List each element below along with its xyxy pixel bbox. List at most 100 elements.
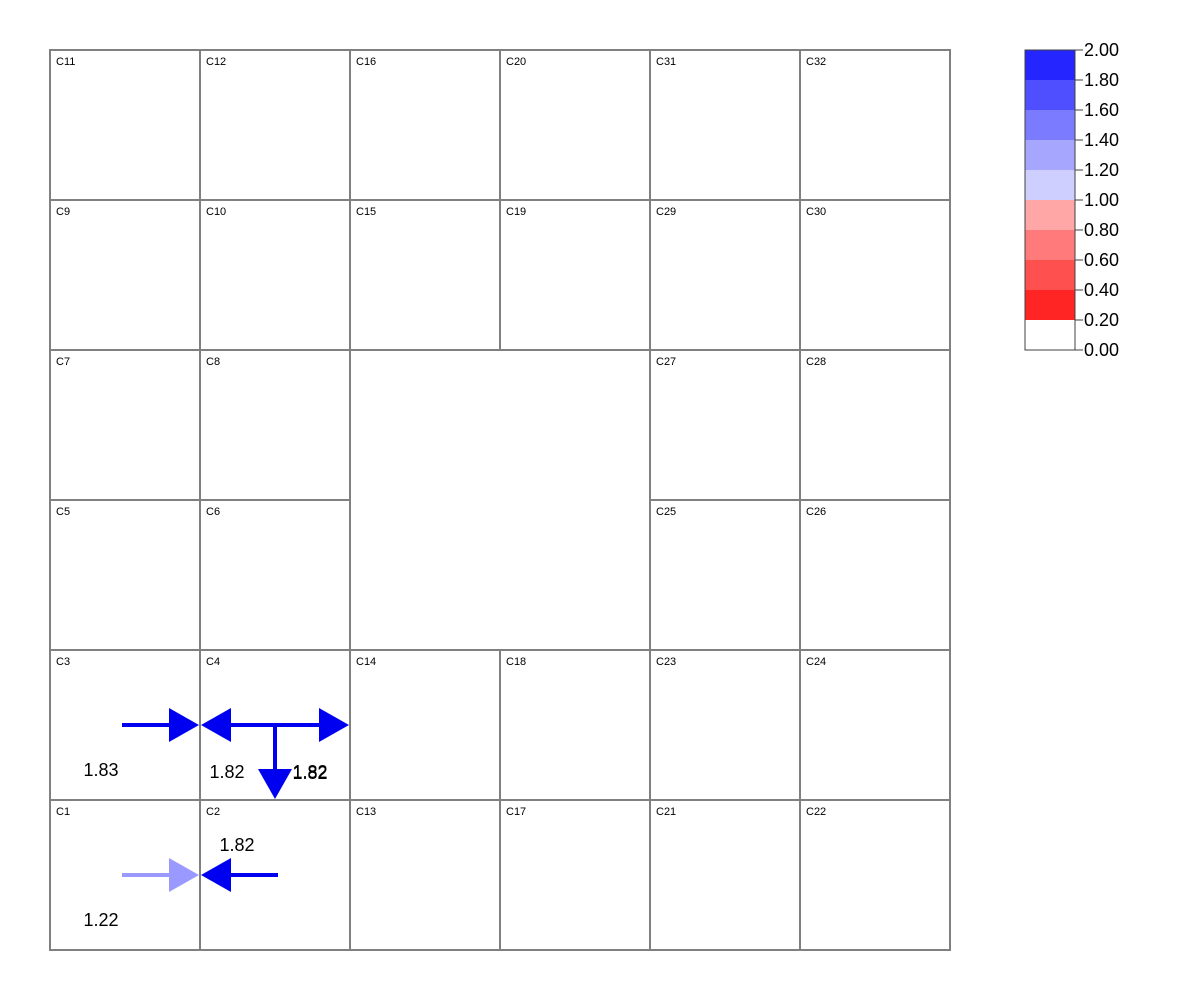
cell: C17 [499,799,651,951]
cell: C6 [199,499,351,651]
cell-label: C24 [806,656,826,668]
arrow-head [169,708,199,742]
cell-box [49,49,201,201]
legend-tick-label: 0.40 [1084,280,1119,300]
arrow-shaft [231,723,278,727]
cell-box [799,49,951,201]
cell-label: C21 [656,806,676,818]
cell: C25 [649,499,801,651]
cell-label: C8 [206,356,220,368]
cell [349,349,651,651]
cell-box [49,199,201,351]
cell-label: C15 [356,206,376,218]
legend-band [1025,230,1075,260]
legend-band [1025,170,1075,200]
cell-label: C3 [56,656,70,668]
legend-tick-label: 0.20 [1084,310,1119,330]
cell: C26 [799,499,951,651]
cell-label: C6 [206,506,220,518]
cell-box [49,499,201,651]
legend-band [1025,260,1075,290]
cell: C32 [799,49,951,201]
flow-arrow: 1.82 [201,708,278,782]
cell-label: C23 [656,656,676,668]
legend-tick-label: 1.80 [1084,70,1119,90]
arrow-shaft [122,873,169,877]
cell: C27 [649,349,801,501]
cell-box [649,199,801,351]
cell: C5 [49,499,201,651]
cell-box [799,799,951,951]
cell-label: C30 [806,206,826,218]
cell-box [649,499,801,651]
cell-box [199,49,351,201]
cell: C11 [49,49,201,201]
cell-label: C18 [506,656,526,668]
cell-label: C2 [206,806,220,818]
arrow-shaft [273,724,277,769]
cell: C22 [799,799,951,951]
cell-label: C9 [56,206,70,218]
cell: C23 [649,649,801,801]
cell: C15 [349,199,501,351]
arrow-shaft [122,723,169,727]
cell-box [799,349,951,501]
cell-box [649,49,801,201]
legend-tick-label: 1.00 [1084,190,1119,210]
legend-band [1025,50,1075,80]
cell: C14 [349,649,501,801]
cell-label: C10 [206,206,226,218]
flow-value-label: 1.82 [292,762,327,782]
cell-box [349,199,501,351]
cell-box [349,649,501,801]
cell: C21 [649,799,801,951]
flow-value-label: 1.82 [219,835,254,855]
legend-band [1025,110,1075,140]
legend-tick-label: 0.80 [1084,220,1119,240]
cell-box [199,199,351,351]
flow-arrows: 1.83 1.82 1.821.821.221.82 [83,708,349,930]
flow-value-label: 1.83 [83,760,118,780]
cell-box [49,349,201,501]
arrow-head [201,708,231,742]
arrow-head [201,858,231,892]
cell-grid: C11 C12 C16 C20 C31 C32 C9 C10 C15 C19 C29 C30 C7 C8 C… [49,49,951,951]
legend-tick-label: 0.00 [1084,340,1119,360]
cell: C20 [499,49,651,201]
cell-box [649,799,801,951]
cell-box [799,199,951,351]
cell-box [349,799,501,951]
cell-label: C16 [356,56,376,68]
flow-arrow: 1.82 [201,835,278,892]
cell-label: C13 [356,806,376,818]
cell-box [799,499,951,651]
legend-band [1025,290,1075,320]
flow-arrow: 1.82 [272,708,349,783]
cell-label: C5 [56,506,70,518]
cell: C31 [649,49,801,201]
flow-arrow: 1.22 [83,858,199,930]
cell-box [499,199,651,351]
legend-band [1025,320,1075,350]
cell: C29 [649,199,801,351]
color-legend: 2.00 1.80 1.60 1.40 1.20 1.00 0.80 0.60 0.40 0.20… [1024,40,1119,360]
cell-label: C7 [56,356,70,368]
cell: C30 [799,199,951,351]
arrow-head [258,769,292,799]
cell: C8 [199,349,351,501]
cell-box [349,349,651,651]
arrow-head [319,708,349,742]
cell: C24 [799,649,951,801]
cell: C7 [49,349,201,501]
cell-label: C26 [806,506,826,518]
flow-value-label: 1.22 [83,910,118,930]
legend-tick-label: 0.60 [1084,250,1119,270]
cell-box [649,349,801,501]
cell: C13 [349,799,501,951]
cell-label: C28 [806,356,826,368]
cell-label: C32 [806,56,826,68]
cell-label: C27 [656,356,676,368]
arrow-shaft [231,873,278,877]
cell-label: C1 [56,806,70,818]
